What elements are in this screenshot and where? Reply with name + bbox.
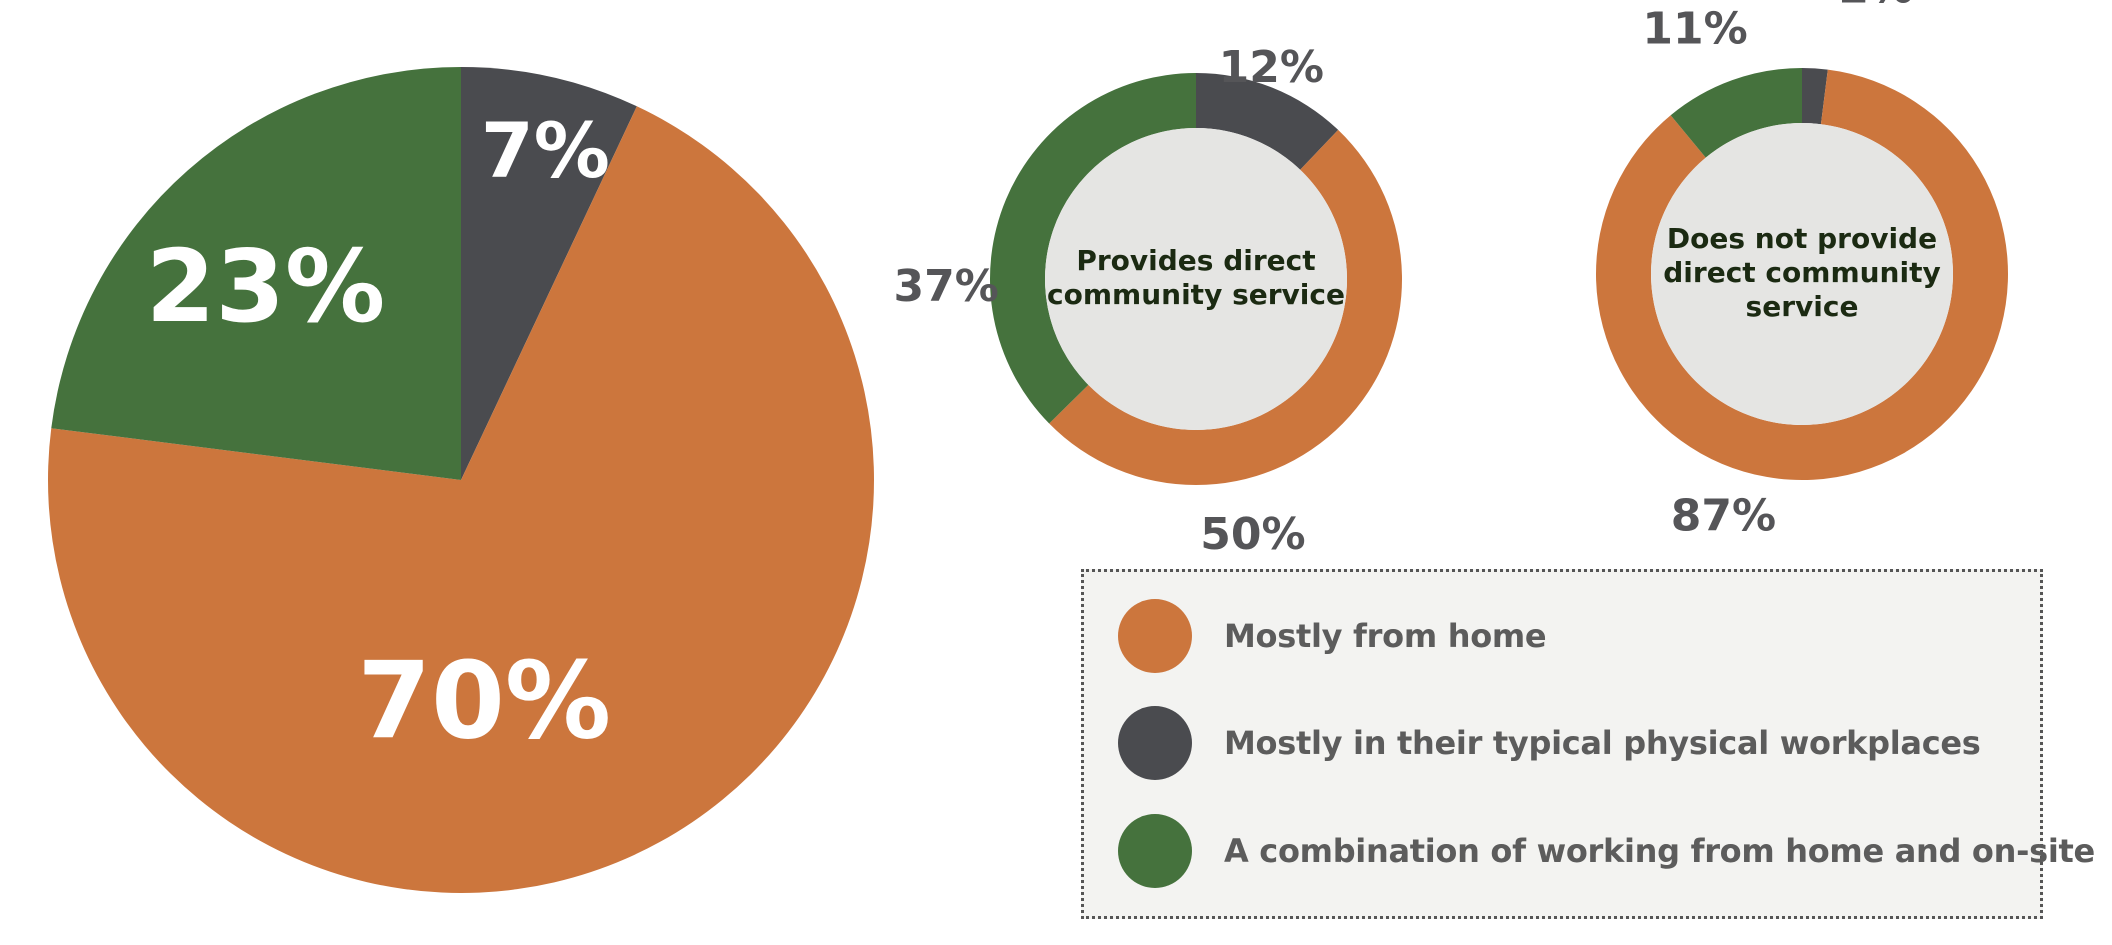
pie-label-workplace: 7%	[481, 106, 610, 195]
legend-label-workplace: Mostly in their typical physical workpla…	[1224, 724, 1981, 762]
legend-swatch-home	[1118, 599, 1192, 673]
pie-chart-overall: 7% 70% 23%	[48, 67, 875, 894]
legend-item-home: Mostly from home	[1118, 599, 1547, 673]
pie-label-combination: 23%	[146, 228, 385, 345]
legend-swatch-combination	[1118, 814, 1192, 888]
donut-no-service-center-label: Does not provide	[1667, 222, 1937, 255]
donut-no-service-slice-workplace	[1802, 68, 1828, 125]
pie-label-home: 70%	[357, 640, 611, 763]
legend-item-combination: A combination of working from home and o…	[1118, 814, 2095, 888]
donut-no-service-label-combination: 11%	[1642, 4, 1747, 55]
donut-provides-slice-home	[1049, 129, 1403, 486]
donut-provides-center	[1045, 128, 1347, 430]
pie-slice-workplace	[461, 67, 637, 480]
donut-provides-center-label: Provides direct	[1076, 244, 1315, 277]
donut-no-service-label-home: 87%	[1671, 491, 1776, 542]
donut-provides-label-home: 50%	[1200, 509, 1305, 560]
legend-label-home: Mostly from home	[1224, 617, 1547, 655]
donut-provides-label-workplace: 12%	[1219, 42, 1324, 93]
donut-no-service-slice-combination	[1670, 68, 1802, 158]
donut-no-service-label-workplace: 2%	[1839, 0, 1914, 13]
donut-provides-slice-combination	[990, 73, 1196, 424]
donut-provides-slice-workplace	[1196, 73, 1339, 170]
legend-swatch-workplace	[1118, 706, 1192, 780]
pie-slice-combination	[51, 67, 462, 480]
pie-slice-home	[48, 106, 875, 894]
donut-no-service-center-label: direct community	[1663, 256, 1940, 289]
legend-item-workplace: Mostly in their typical physical workpla…	[1118, 706, 1981, 780]
donut-no-service-center	[1651, 123, 1953, 425]
donut-no-service-center-label: service	[1746, 290, 1859, 323]
donut-provides-center-label: community service	[1047, 278, 1345, 311]
donut-provides-label-combination: 37%	[894, 261, 999, 312]
legend-label-combination: A combination of working from home and o…	[1224, 832, 2095, 870]
legend: Mostly from home Mostly in their typical…	[1081, 569, 2095, 919]
